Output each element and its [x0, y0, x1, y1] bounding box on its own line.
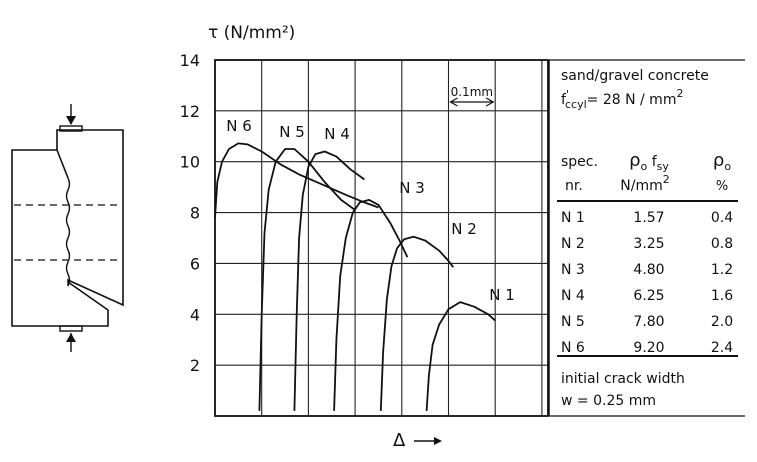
series-line-n3 [333, 199, 409, 411]
scale-bar-label: 0.1mm [451, 85, 493, 99]
legend-row-rho: 1.6 [711, 288, 733, 304]
specimen-top-plate [59, 125, 83, 132]
series-label-n1: N 1 [489, 286, 515, 304]
specimen-crack [65, 177, 71, 287]
specimen-outline [11, 129, 124, 327]
y-axis-label: τ (N/mm²) [208, 23, 295, 43]
series-line-n6 [214, 142, 379, 218]
series-label-n5: N 5 [279, 123, 305, 141]
series-label-n6: N 6 [226, 117, 252, 135]
legend-col3-header-2: % [716, 179, 728, 194]
legend-row-spec: N 3 [561, 262, 585, 278]
y-tick-label: 2 [190, 356, 200, 375]
scale-bar-arrow-left [449, 97, 458, 107]
legend-row-rho-fsy: 7.80 [633, 314, 664, 330]
series-label-n4: N 4 [324, 125, 350, 143]
legend-title: sand/gravel concrete [561, 68, 709, 84]
load-arrow-top-head [66, 116, 76, 125]
legend-row-spec: N 5 [561, 314, 585, 330]
legend-row-rho-fsy: 1.57 [633, 210, 664, 226]
legend-table: sand/gravel concrete f' ccyl= 28 N / mm2 sp… [548, 59, 745, 417]
specimen-bottom-plate [59, 325, 83, 332]
specimen-notch-top [56, 149, 69, 179]
series-line-n2 [379, 235, 454, 411]
legend-row-rho: 0.8 [711, 236, 733, 252]
legend-row-spec: N 2 [561, 236, 585, 252]
plot-area: 2 4 6 8 10 12 14 τ (N/mm²) Δ 0.1mm N 1 N 2 N 3 N 4 N 5… [180, 23, 549, 451]
y-tick-label: 4 [190, 305, 200, 324]
x-axis-arrow-head [434, 437, 442, 445]
x-axis-label: Δ [393, 430, 406, 451]
legend-row-rho: 1.2 [711, 262, 733, 278]
legend-footer-line-1: initial crack width [561, 371, 685, 387]
legend-row-rho: 0.4 [711, 210, 733, 226]
legend-col1-header-2: nr. [565, 178, 583, 194]
series-label-n3: N 3 [399, 179, 425, 197]
legend-footer-line-2: w = 0.25 mm [561, 393, 656, 409]
legend-row-rho-fsy: 9.20 [633, 340, 664, 356]
y-tick-label: 12 [180, 102, 200, 121]
legend-col2-header-1: ρo fsy [629, 150, 669, 173]
series-label-n2: N 2 [451, 220, 477, 238]
legend-row-rho: 2.0 [711, 314, 733, 330]
series-line-n4 [293, 150, 365, 411]
legend-row-rho-fsy: 3.25 [633, 236, 664, 252]
legend-subtitle: f' ccyl= 28 N / mm2 [561, 87, 683, 111]
scale-bar-arrow-right [485, 97, 495, 107]
legend-row-rho-fsy: 6.25 [633, 288, 664, 304]
legend-col1-header-1: spec. [561, 154, 598, 170]
specimen-sketch [11, 104, 124, 352]
y-tick-label: 6 [190, 254, 200, 273]
legend-row-rho-fsy: 4.80 [633, 262, 664, 278]
legend-row-rho: 2.4 [711, 340, 733, 356]
legend-row-spec: N 1 [561, 210, 585, 226]
legend-col3-header-1: ρo [713, 150, 731, 173]
y-tick-label: 10 [180, 153, 200, 172]
y-tick-label: 8 [190, 204, 200, 223]
y-tick-label: 14 [180, 51, 200, 70]
legend-col2-header-2: N/mm2 [620, 173, 669, 194]
load-arrow-bottom-head [66, 333, 76, 342]
legend-row-spec: N 6 [561, 340, 585, 356]
series-line-n1 [425, 301, 496, 411]
plot-frame [214, 59, 549, 417]
legend-row-spec: N 4 [561, 288, 585, 304]
